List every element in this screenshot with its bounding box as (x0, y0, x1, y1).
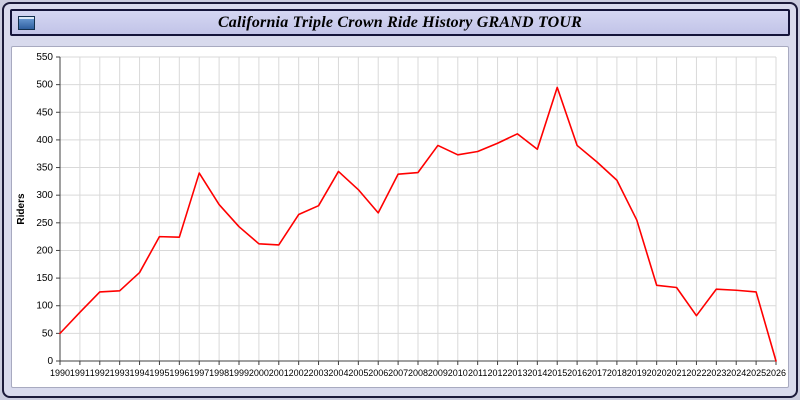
y-tick-label: 50 (42, 328, 54, 339)
x-tick-label: 2012 (488, 368, 508, 378)
y-tick-label: 500 (36, 80, 53, 91)
x-tick-label: 2010 (448, 368, 468, 378)
y-tick-label: 350 (36, 163, 53, 174)
x-tick-label: 1992 (90, 368, 110, 378)
x-tick-label: 1990 (50, 368, 70, 378)
chart-panel: 0 50 100 150 200 250 300 350 400 450 500 550 1990 199… (11, 46, 789, 388)
x-tick-label: 2018 (607, 368, 627, 378)
x-tick-label: 2008 (408, 368, 428, 378)
x-tick-label: 1995 (149, 368, 169, 378)
y-axis-title: Riders (16, 193, 27, 225)
y-tick-label: 400 (36, 135, 53, 146)
x-tick-label: 2004 (328, 368, 348, 378)
x-tick-label: 2024 (726, 368, 746, 378)
x-tick-label: 2014 (527, 368, 547, 378)
x-tick-label: 2005 (348, 368, 368, 378)
x-tick-label: 2021 (667, 368, 687, 378)
x-tick-label: 2009 (428, 368, 448, 378)
x-tick-label: 2000 (249, 368, 269, 378)
x-tick-label: 2025 (746, 368, 766, 378)
x-tick-label: 2015 (547, 368, 567, 378)
x-tick-label: 1996 (169, 368, 189, 378)
x-tick-label: 2022 (686, 368, 706, 378)
x-tick-label: 1999 (229, 368, 249, 378)
x-tick-label: 2011 (468, 368, 487, 378)
x-tick-label: 1998 (209, 368, 229, 378)
x-tick-label: 2001 (269, 368, 289, 378)
x-tick-label: 2019 (627, 368, 647, 378)
x-tick-label: 2016 (567, 368, 587, 378)
y-tick-label: 450 (36, 107, 53, 118)
x-tick-label: 1997 (189, 368, 209, 378)
y-tick-label: 250 (36, 218, 53, 229)
x-tick-label: 2006 (368, 368, 388, 378)
window-title: California Triple Crown Ride History GRA… (217, 13, 583, 31)
y-tick-label: 100 (36, 301, 53, 312)
y-tick-label: 150 (36, 273, 53, 284)
window-icon (18, 15, 35, 30)
y-tick-label: 200 (36, 245, 53, 256)
y-tick-label: 300 (36, 190, 53, 201)
x-tick-label: 2007 (388, 368, 408, 378)
x-tick-label: 2017 (587, 368, 607, 378)
x-tick-label: 2020 (647, 368, 667, 378)
x-tick-label: 2023 (706, 368, 726, 378)
x-tick-label: 1993 (110, 368, 130, 378)
y-tick-label: 0 (47, 356, 53, 367)
x-tick-label: 2002 (289, 368, 309, 378)
x-tick-label: 1994 (130, 368, 150, 378)
riders-series-line (59, 86, 777, 362)
x-tick-label: 2003 (309, 368, 329, 378)
window-titlebar: California Triple Crown Ride History GRA… (10, 9, 790, 36)
y-tick-label: 550 (36, 52, 53, 63)
x-tick-label: 1991 (70, 368, 90, 378)
x-tick-label: 2026 (766, 368, 786, 378)
x-tick-label: 2013 (507, 368, 527, 378)
